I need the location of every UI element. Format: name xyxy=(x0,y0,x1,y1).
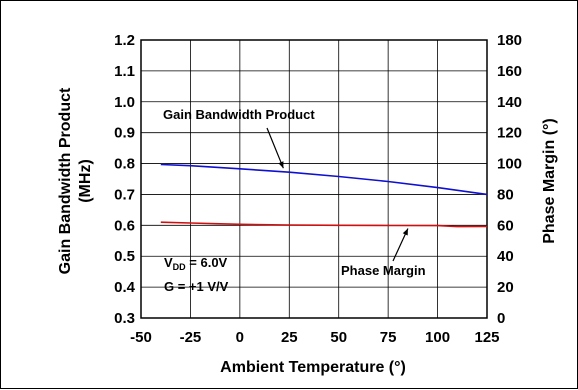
y-left-tick-label: 0.5 xyxy=(114,248,135,265)
y-left-tick-label: 0.6 xyxy=(114,217,135,234)
condition-vdd-sub: DD xyxy=(173,262,186,272)
arrow-head xyxy=(278,161,284,169)
x-tick-label: 25 xyxy=(281,329,298,346)
y-right-tick-label: 40 xyxy=(497,248,514,265)
y-left-tick-label: 0.3 xyxy=(114,310,135,327)
x-tick-label: 100 xyxy=(425,329,450,346)
y-left-tick-label: 0.7 xyxy=(114,186,135,203)
plot-area-border xyxy=(140,39,488,319)
y-right-tick-label: 0 xyxy=(497,310,505,327)
y-right-tick-label: 80 xyxy=(497,186,514,203)
series-gbp-line xyxy=(160,163,488,196)
y-left-tick-labels: 0.3 0.4 0.5 0.6 0.7 0.8 0.9 1.0 1.1 1.2 xyxy=(114,32,136,327)
x-tick-labels: -50 -25 0 25 50 75 100 125 xyxy=(130,329,499,346)
annotation-pm-label: Phase Margin xyxy=(341,263,426,278)
annotation-gbp-arrow xyxy=(266,127,284,169)
condition-vdd-prefix: V xyxy=(164,255,173,270)
series-phase-margin-line xyxy=(160,221,488,228)
y-left-tick-label: 0.8 xyxy=(114,156,135,173)
condition-gain: G = +1 V/V xyxy=(164,279,229,294)
x-tick-label: 0 xyxy=(236,329,244,346)
y-left-tick-label: 1.0 xyxy=(114,94,135,111)
y-right-tick-label: 20 xyxy=(497,279,514,296)
condition-vdd: VDD = 6.0V xyxy=(164,255,228,272)
x-tick-label: -25 xyxy=(180,329,202,346)
series-layer xyxy=(160,163,488,228)
y-right-tick-label: 180 xyxy=(497,32,522,49)
y-right-tick-label: 140 xyxy=(497,94,522,111)
arrow-head xyxy=(402,228,408,236)
y-right-tick-labels: 0 20 40 60 80 100 120 140 160 180 xyxy=(497,32,522,327)
y-left-axis-title-line1: Gain Bandwidth Product xyxy=(57,87,74,274)
annotation-layer: Gain Bandwidth Product Phase Margin VDD … xyxy=(163,107,426,294)
y-left-tick-label: 0.9 xyxy=(114,125,135,142)
x-tick-label: -50 xyxy=(130,329,152,346)
x-tick-label: 125 xyxy=(474,329,499,346)
annotation-gbp-label: Gain Bandwidth Product xyxy=(163,107,315,122)
y-left-tick-label: 0.4 xyxy=(114,279,136,296)
x-tick-label: 75 xyxy=(380,329,397,346)
y-right-tick-label: 160 xyxy=(497,63,522,80)
y-right-axis-title: Phase Margin (°) xyxy=(541,118,558,244)
y-right-tick-label: 100 xyxy=(497,156,522,173)
grid xyxy=(140,39,488,319)
x-tick-label: 50 xyxy=(330,329,347,346)
y-right-tick-label: 60 xyxy=(497,217,514,234)
y-left-tick-label: 1.1 xyxy=(114,63,135,80)
y-right-tick-label: 120 xyxy=(497,125,522,142)
y-left-tick-label: 1.2 xyxy=(114,32,135,49)
condition-vdd-suffix: = 6.0V xyxy=(186,255,228,270)
y-left-axis-title-line2: (MHz) xyxy=(77,159,94,203)
x-axis-title: Ambient Temperature (°) xyxy=(220,359,406,376)
